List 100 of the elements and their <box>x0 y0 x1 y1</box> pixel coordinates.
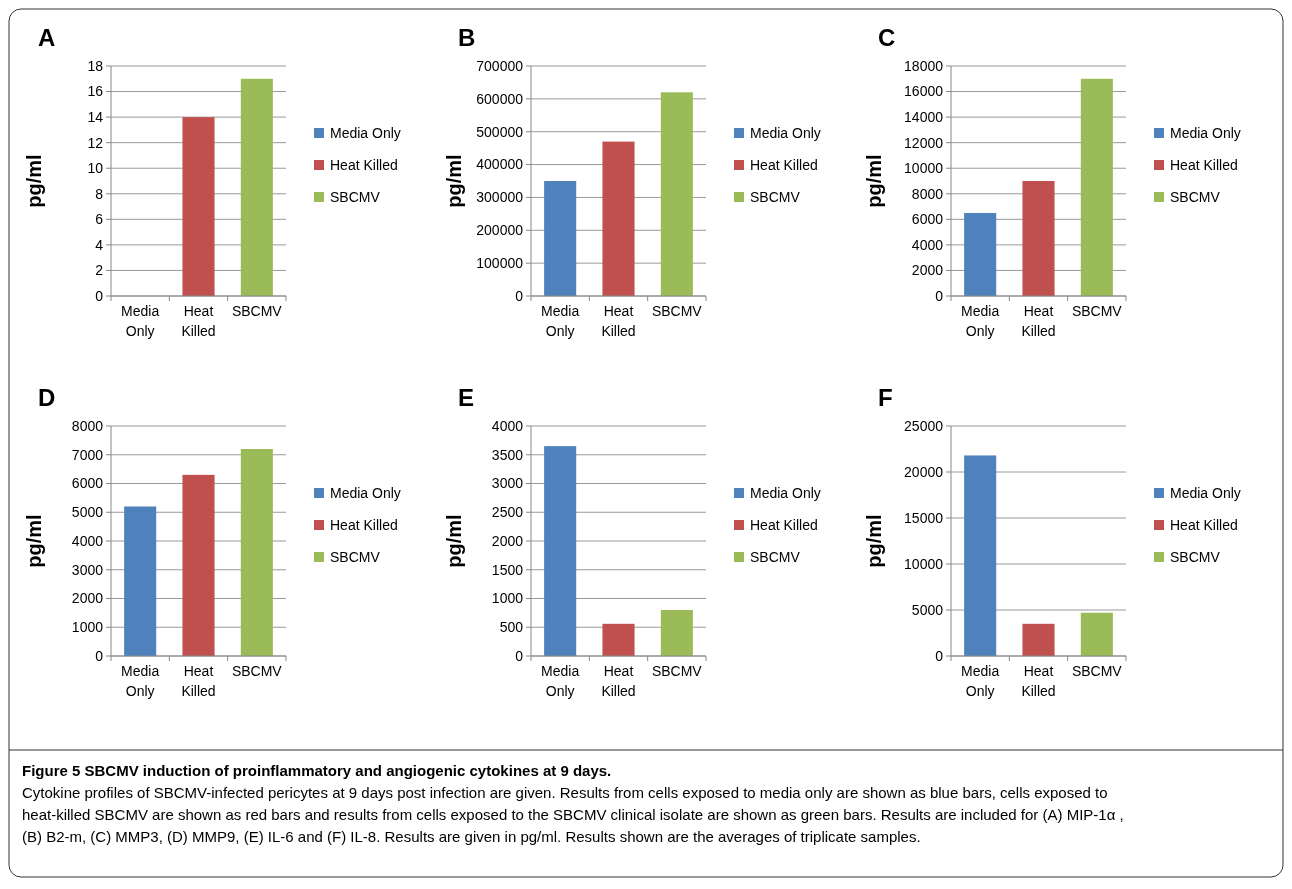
legend-label: Heat Killed <box>330 516 398 533</box>
legend-label: SBCMV <box>750 188 801 205</box>
chart-title: C <box>878 24 896 51</box>
y-tick-label: 18 <box>87 57 104 74</box>
y-tick-label: 4000 <box>71 532 104 549</box>
y-tick-label: 600000 <box>476 90 524 107</box>
legend-label: Media Only <box>330 484 401 501</box>
y-tick-label: 14000 <box>904 109 944 126</box>
y-axis-title: pg/ml <box>863 154 885 208</box>
x-tick-label: SBCMV <box>231 303 283 319</box>
chart-title: F <box>878 384 893 411</box>
y-axis-title: pg/ml <box>443 514 465 568</box>
y-tick-label: 0 <box>935 647 944 664</box>
legend-label: SBCMV <box>330 188 381 205</box>
y-tick-label: 0 <box>95 647 104 664</box>
y-tick-label: 16000 <box>904 83 944 100</box>
y-tick-label: 2 <box>95 262 104 279</box>
x-tick-label: Heat Killed <box>601 303 636 339</box>
y-tick-label: 500000 <box>476 123 524 140</box>
y-tick-label: 8 <box>95 185 104 202</box>
y-tick-label: 2000 <box>71 590 104 607</box>
x-tick-label: Media Only <box>121 303 160 339</box>
y-tick-label: 6 <box>95 211 104 228</box>
x-tick-label: SBCMV <box>651 303 703 319</box>
y-tick-label: 12000 <box>904 134 944 151</box>
x-tick-label: Media Only <box>961 303 1000 339</box>
y-tick-label: 10 <box>87 160 104 177</box>
y-axis-title: pg/ml <box>443 154 465 208</box>
y-tick-label: 16 <box>87 83 104 100</box>
x-tick-label: Media Only <box>121 663 160 699</box>
legend-label: Heat Killed <box>1170 156 1238 173</box>
y-tick-label: 500 <box>499 619 524 636</box>
y-tick-label: 8000 <box>71 417 104 434</box>
y-tick-label: 7000 <box>71 446 104 463</box>
y-tick-label: 4000 <box>491 417 524 434</box>
legend-label: Heat Killed <box>330 156 398 173</box>
legend-label: Heat Killed <box>750 516 818 533</box>
y-tick-label: 4000 <box>911 236 944 253</box>
x-tick-label: Heat Killed <box>181 303 216 339</box>
y-tick-label: 0 <box>935 287 944 304</box>
y-tick-label: 2000 <box>491 532 524 549</box>
y-axis-title: pg/ml <box>23 154 45 208</box>
y-tick-label: 8000 <box>911 185 944 202</box>
caption: Figure 5 SBCMV induction of proinflammatory and angiogenic cytokines at 9 days. <box>22 762 612 779</box>
y-tick-label: 700000 <box>476 57 524 74</box>
legend-label: Heat Killed <box>750 156 818 173</box>
y-tick-label: 15000 <box>904 509 944 526</box>
y-tick-label: 18000 <box>904 57 944 74</box>
legend-label: Media Only <box>330 124 401 141</box>
legend-label: Media Only <box>1170 124 1241 141</box>
y-tick-label: 10000 <box>904 555 944 572</box>
x-tick-label: Media Only <box>541 663 580 699</box>
text: Cytokine profiles of SBCMV-infected pericytes at 9 days post infection are given. Results from cells exposed to media only are shown as blue bars, cells exposed to heat-killed SBCMV are shown as red bars and results from cells exposed to the SBCMV clinical isolate are shown as green bars. Results are included for (A) MIP-1α , (B) B2-m, (C) MMP3, (D) MMP9, (E) IL-6 and (F) IL-8. Results are given in pg/ml. Results shown are the averages of triplicate samples. <box>22 784 1124 845</box>
y-tick-label: 2000 <box>911 262 944 279</box>
x-tick-label: Heat Killed <box>1021 303 1056 339</box>
legend-label: Heat Killed <box>1170 516 1238 533</box>
y-tick-label: 6000 <box>911 211 944 228</box>
y-tick-label: 3000 <box>491 475 524 492</box>
y-tick-label: 5000 <box>911 601 944 618</box>
x-tick-label: SBCMV <box>1071 663 1123 679</box>
chart-title: D <box>38 384 56 411</box>
x-tick-label: Media Only <box>541 303 580 339</box>
x-tick-label: Heat Killed <box>601 663 636 699</box>
x-tick-label: SBCMV <box>1071 303 1123 319</box>
y-tick-label: 3000 <box>71 561 104 578</box>
y-tick-label: 0 <box>515 647 524 664</box>
y-axis-title: pg/ml <box>863 514 885 568</box>
chart-title: E <box>458 384 475 411</box>
legend-label: Media Only <box>750 484 821 501</box>
y-tick-label: 200000 <box>476 222 524 239</box>
y-tick-label: 0 <box>515 287 524 304</box>
y-tick-label: 0 <box>95 287 104 304</box>
y-tick-label: 2500 <box>491 504 524 521</box>
y-tick-label: 20000 <box>904 463 944 480</box>
y-tick-label: 1500 <box>491 561 524 578</box>
y-tick-label: 3500 <box>491 446 524 463</box>
y-tick-label: 100000 <box>476 255 524 272</box>
y-tick-label: 25000 <box>904 417 944 434</box>
legend-label: SBCMV <box>1170 548 1221 565</box>
y-tick-label: 14 <box>87 109 104 126</box>
legend-label: SBCMV <box>1170 188 1221 205</box>
x-tick-label: Heat Killed <box>181 663 216 699</box>
x-tick-label: Media Only <box>961 663 1000 699</box>
y-tick-label: 1000 <box>71 619 104 636</box>
legend-label: Media Only <box>750 124 821 141</box>
y-axis-title: pg/ml <box>23 514 45 568</box>
y-tick-label: 400000 <box>476 156 524 173</box>
legend-label: SBCMV <box>330 548 381 565</box>
y-tick-label: 300000 <box>476 189 524 206</box>
legend-label: SBCMV <box>750 548 801 565</box>
chart-title: A <box>38 24 56 51</box>
y-tick-label: 4 <box>95 236 104 253</box>
legend-label: Media Only <box>1170 484 1241 501</box>
y-tick-label: 1000 <box>491 590 524 607</box>
x-tick-label: SBCMV <box>231 663 283 679</box>
x-tick-label: Heat Killed <box>1021 663 1056 699</box>
y-tick-label: 5000 <box>71 504 104 521</box>
x-tick-label: SBCMV <box>651 663 703 679</box>
y-tick-label: 10000 <box>904 160 944 177</box>
y-tick-label: 12 <box>87 134 104 151</box>
